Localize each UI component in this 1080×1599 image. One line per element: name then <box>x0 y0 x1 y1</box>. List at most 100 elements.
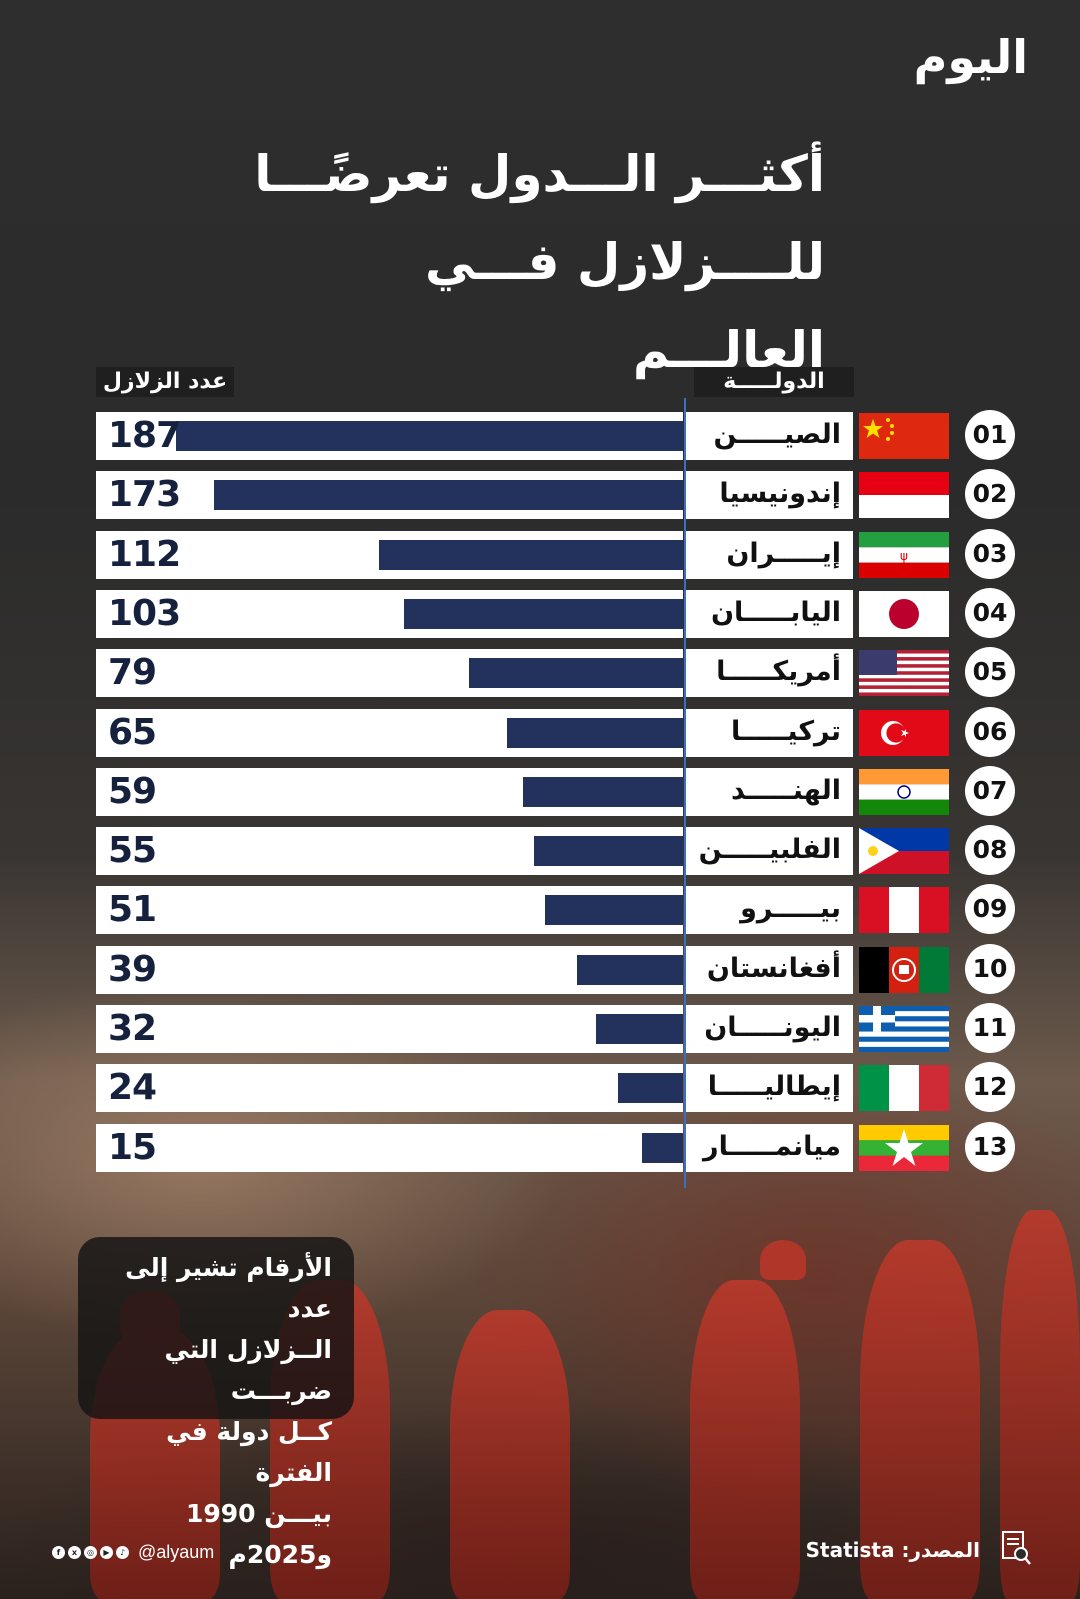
country-name: ميانمـــــار <box>703 1130 841 1162</box>
footnote-box: الأرقام تشير إلى عدد الــزلازل التي ضربـ… <box>78 1237 354 1569</box>
country-cell: ميانمـــــار <box>685 1123 853 1172</box>
country-cell: بيـــــرو <box>685 886 853 935</box>
bar-myanmar <box>642 1132 683 1163</box>
rank-badge: 09 <box>965 884 1015 935</box>
rank-badge: 03 <box>965 528 1015 579</box>
indonesia-flag-icon <box>859 472 949 519</box>
value-label: 173 <box>108 474 181 516</box>
country-name: اليابـــــان <box>710 596 841 628</box>
country-name: بيـــــرو <box>740 893 841 925</box>
country-name: إيـــــران <box>726 537 841 569</box>
bar-peru <box>544 895 683 926</box>
country-cell: إندونيسيا <box>685 471 853 520</box>
india-flag-icon <box>859 768 949 815</box>
country-name: إندونيسيا <box>719 478 841 510</box>
rank-badge: 13 <box>965 1121 1015 1172</box>
usa-flag-icon <box>859 650 949 697</box>
italy-flag-icon <box>859 1065 949 1112</box>
country-cell: الهنـــــد <box>685 767 853 816</box>
value-label: 24 <box>108 1067 157 1109</box>
value-label: 32 <box>108 1008 157 1049</box>
value-label: 51 <box>108 889 157 931</box>
country-name: الفلبيـــــن <box>698 834 841 866</box>
peru-flag-icon <box>859 887 949 934</box>
value-label: 103 <box>108 592 181 634</box>
value-label: 55 <box>108 830 157 872</box>
table-row: 59 الهنـــــد 07 <box>96 765 1015 816</box>
country-cell: إيـــــران <box>685 530 853 579</box>
bar-japan <box>403 598 683 629</box>
rank-badge: 07 <box>965 765 1015 816</box>
country-name: أمريكـــــا <box>716 656 841 688</box>
country-cell: إيطاليـــــا <box>685 1064 853 1113</box>
table-row: 55 الفلبيـــــن 08 <box>96 825 1015 876</box>
table-row: 112 إيـــــران ψ 03 <box>96 528 1015 579</box>
social-links: f x ◎ ▶ ♪ @alyaum <box>52 1540 214 1564</box>
afghanistan-flag-icon <box>859 946 949 993</box>
value-label: 187 <box>108 415 181 456</box>
tiktok-icon[interactable]: ♪ <box>116 1545 129 1559</box>
china-flag-icon <box>859 413 949 459</box>
turkey-flag-icon <box>859 709 949 756</box>
x-icon[interactable]: x <box>68 1545 81 1559</box>
bar-track: 24 <box>96 1064 683 1113</box>
country-name: تركيـــــا <box>731 715 841 747</box>
youtube-icon[interactable]: ▶ <box>100 1545 113 1559</box>
bar-track: 55 <box>96 827 683 876</box>
source-label: المصدر: Statista <box>805 1538 980 1562</box>
rank-badge: 06 <box>965 706 1015 757</box>
value-label: 112 <box>108 533 181 575</box>
country-cell: أمريكـــــا <box>685 649 853 698</box>
bar-turkey <box>506 717 683 748</box>
value-label: 59 <box>108 770 157 812</box>
country-cell: أفغانستان <box>685 945 853 994</box>
bar-track: 39 <box>96 945 683 994</box>
country-cell: اليابـــــان <box>685 589 853 638</box>
value-label: 79 <box>108 652 157 694</box>
bar-indonesia <box>213 480 683 511</box>
country-cell: الفلبيـــــن <box>685 827 853 876</box>
value-label: 65 <box>108 711 157 753</box>
footnote-line: بيـــن 1990 و2025م <box>185 1499 332 1569</box>
greece-flag-icon <box>859 1006 949 1052</box>
table-row: 79 أمريكـــــا 05 <box>96 647 1015 698</box>
table-row: 187 الصيـــــن 01 <box>96 410 1015 460</box>
rank-badge: 04 <box>965 587 1015 638</box>
rank-badge: 05 <box>965 647 1015 698</box>
bar-iran <box>379 539 683 570</box>
rank-badge: 10 <box>965 943 1015 994</box>
bar-track: 65 <box>96 708 683 757</box>
country-name: أفغانستان <box>706 952 841 984</box>
country-cell: الصيـــــن <box>685 412 853 460</box>
country-cell: تركيـــــا <box>685 708 853 757</box>
bar-track: 112 <box>96 530 683 579</box>
instagram-icon[interactable]: ◎ <box>84 1545 97 1559</box>
footnote-line: الــزلازل التي ضربـــت <box>164 1335 332 1405</box>
rank-badge: 02 <box>965 469 1015 520</box>
country-name: الصيـــــن <box>713 419 841 450</box>
table-row: 173 إندونيسيا 02 <box>96 469 1015 520</box>
footnote-line: كــل دولة في الفترة <box>166 1417 332 1487</box>
bar-afghanistan <box>577 954 683 985</box>
rank-badge: 01 <box>965 410 1015 460</box>
table-row: 32 اليونـــــان 11 <box>96 1003 1015 1053</box>
japan-flag-icon <box>859 590 949 637</box>
iran-flag-icon: ψ <box>859 531 949 578</box>
facebook-icon[interactable]: f <box>52 1545 65 1559</box>
rank-badge: 12 <box>965 1062 1015 1113</box>
bar-track: 59 <box>96 767 683 816</box>
myanmar-flag-icon <box>859 1124 949 1171</box>
title-line-1: أكثـــر الـــدول تعرضًـــا <box>254 145 825 203</box>
value-label: 39 <box>108 948 157 990</box>
alyaum-logo: اليوم <box>913 30 1028 84</box>
bar-track: 79 <box>96 649 683 698</box>
country-name: اليونـــــان <box>704 1012 841 1043</box>
bar-italy <box>617 1073 683 1104</box>
rank-badge: 11 <box>965 1003 1015 1053</box>
table-row: 65 تركيـــــا 06 <box>96 706 1015 757</box>
country-name: إيطاليـــــا <box>707 1071 841 1103</box>
rescue-worker-figure <box>450 1310 570 1599</box>
table-row: 39 أفغانستان 10 <box>96 943 1015 994</box>
social-handle[interactable]: @alyaum <box>138 1541 215 1562</box>
